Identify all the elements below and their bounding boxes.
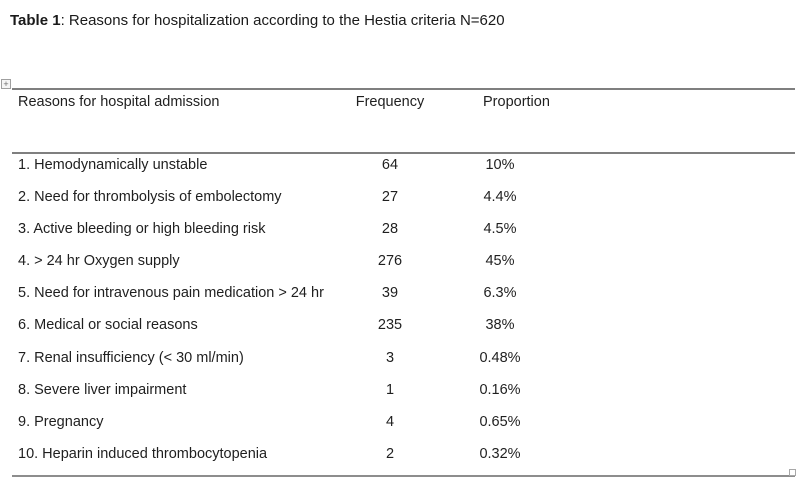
cell-reason: 2. Need for thrombolysis of embolectomy [18, 189, 282, 206]
table-row: 9. Pregnancy 4 0.65% [12, 411, 795, 443]
cell-proportion: 6.3% [483, 285, 517, 302]
cell-frequency: 64 [381, 157, 399, 173]
cell-reason: 4. > 24 hr Oxygen supply [18, 253, 180, 270]
table-row: 2. Need for thrombolysis of embolectomy … [12, 186, 795, 218]
cell-frequency: 235 [377, 317, 403, 334]
cell-proportion: 0.65% [479, 413, 521, 430]
cell-proportion: 45% [485, 253, 515, 270]
table-move-plus-icon: + [3, 79, 9, 89]
table-row: 3. Active bleeding or high bleeding risk… [12, 218, 795, 250]
hestia-criteria-table: Reasons for hospital admission Frequency… [12, 88, 795, 477]
cell-reason: 9. Pregnancy [18, 413, 104, 430]
cell-frequency: 1 [385, 381, 395, 398]
cell-reason: 1. Hemodynamically unstable [18, 157, 208, 173]
table-row: 5. Need for intravenous pain medication … [12, 282, 795, 314]
cell-frequency: 3 [385, 349, 395, 366]
table-caption: Table 1: Reasons for hospitalization acc… [10, 11, 505, 30]
column-header-proportion: Proportion [483, 94, 550, 110]
cell-reason: 5. Need for intravenous pain medication … [18, 285, 324, 302]
cell-frequency: 39 [381, 285, 399, 302]
table-row: 6. Medical or social reasons 235 38% [12, 314, 795, 346]
cell-proportion: 4.5% [483, 221, 517, 238]
table-caption-text: : Reasons for hospitalization according … [60, 12, 505, 29]
cell-reason: 3. Active bleeding or high bleeding risk [18, 221, 266, 238]
column-header-reasons: Reasons for hospital admission [18, 94, 220, 110]
cell-proportion: 0.32% [479, 445, 521, 462]
cell-frequency: 28 [381, 221, 399, 238]
cell-frequency: 27 [381, 189, 399, 206]
cell-reason: 10. Heparin induced thrombocytopenia [18, 445, 268, 462]
cell-proportion: 4.4% [483, 189, 517, 206]
table-row: 1. Hemodynamically unstable 64 10% [12, 154, 795, 186]
table-move-handle[interactable]: + [1, 79, 11, 89]
table-row: 8. Severe liver impairment 1 0.16% [12, 379, 795, 411]
table-caption-number: Table 1 [10, 12, 61, 29]
table-row: 4. > 24 hr Oxygen supply 276 45% [12, 250, 795, 282]
cell-proportion: 38% [485, 317, 515, 334]
table-row: 7. Renal insufficiency (< 30 ml/min) 3 0… [12, 347, 795, 379]
table-header-row: Reasons for hospital admission Frequency… [12, 90, 795, 154]
table-resize-handle[interactable] [789, 469, 796, 476]
cell-reason: 8. Severe liver impairment [18, 381, 187, 398]
cell-proportion: 0.48% [479, 349, 521, 366]
cell-reason: 6. Medical or social reasons [18, 317, 198, 334]
cell-frequency: 276 [377, 253, 403, 270]
table-row: 10. Heparin induced thrombocytopenia 2 0… [12, 443, 795, 475]
column-header-frequency: Frequency [355, 94, 425, 110]
cell-proportion: 10% [485, 157, 515, 173]
cell-frequency: 4 [385, 413, 395, 430]
cell-reason: 7. Renal insufficiency (< 30 ml/min) [18, 349, 244, 366]
cell-proportion: 0.16% [479, 381, 521, 398]
cell-frequency: 2 [385, 445, 395, 462]
